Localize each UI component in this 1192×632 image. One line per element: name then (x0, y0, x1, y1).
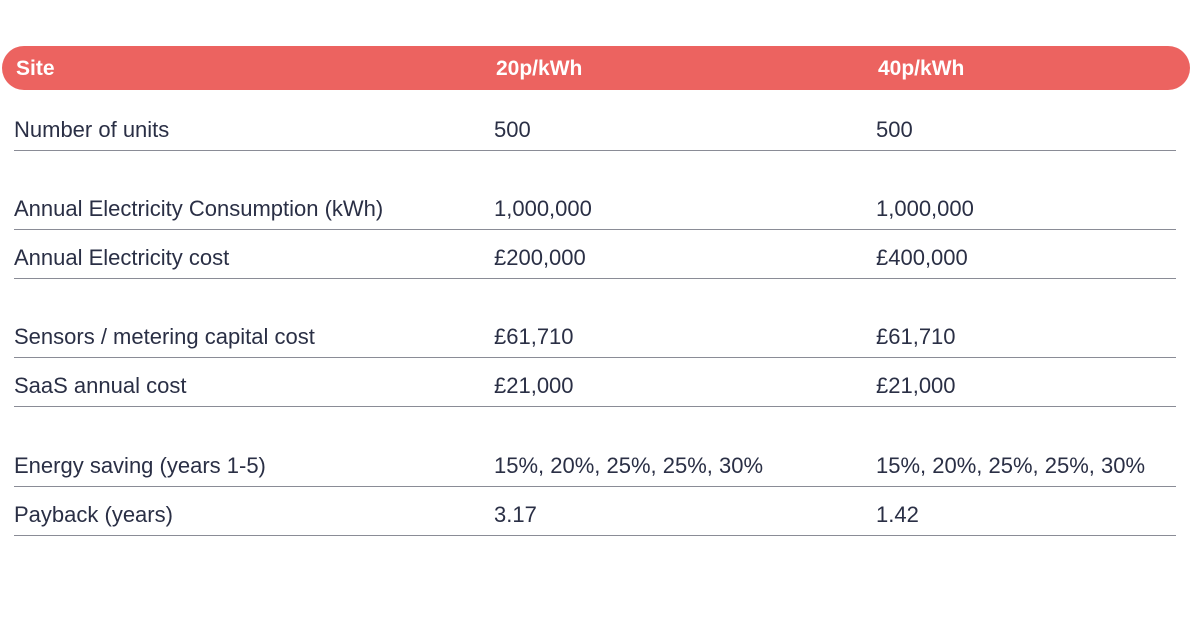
row-value-20p: 15%, 20%, 25%, 25%, 30% (494, 453, 764, 478)
row-value-40p: 1,000,000 (876, 196, 974, 221)
table-header: Site 20p/kWh 40p/kWh (2, 46, 1190, 90)
row-label: Annual Electricity cost (14, 245, 230, 270)
row-divider (14, 406, 1176, 407)
row-value-40p: 15%, 20%, 25%, 25%, 30% (876, 453, 1146, 478)
row-value-20p: 1,000,000 (494, 196, 592, 221)
cost-comparison-table: Site 20p/kWh 40p/kWh Number of units 500… (0, 46, 1192, 536)
table-row: Annual Electricity cost £200,000 £400,00… (0, 230, 1192, 279)
header-20p-kwh: 20p/kWh (496, 57, 583, 80)
table-row: Energy saving (years 1-5) 15%, 20%, 25%,… (0, 438, 1192, 487)
table-row: Sensors / metering capital cost £61,710 … (0, 309, 1192, 358)
row-value-20p: £61,710 (494, 324, 574, 349)
row-value-20p: £21,000 (494, 373, 574, 398)
row-value-20p: 3.17 (494, 502, 537, 527)
row-value-40p: £21,000 (876, 373, 956, 398)
row-divider (14, 150, 1176, 151)
table-row: Annual Electricity Consumption (kWh) 1,0… (0, 181, 1192, 230)
row-value-20p: 500 (494, 117, 531, 142)
row-divider (14, 229, 1176, 230)
row-divider (14, 357, 1176, 358)
table-row: Payback (years) 3.17 1.42 (0, 487, 1192, 536)
row-value-40p: £61,710 (876, 324, 956, 349)
row-label: Number of units (14, 117, 170, 142)
header-site: Site (16, 57, 55, 80)
row-label: Annual Electricity Consumption (kWh) (14, 196, 384, 221)
table-row: Number of units 500 500 (0, 102, 1192, 151)
row-value-40p: 500 (876, 117, 913, 142)
row-value-40p: 1.42 (876, 502, 919, 527)
table-row: SaaS annual cost £21,000 £21,000 (0, 358, 1192, 407)
row-label: Sensors / metering capital cost (14, 324, 315, 349)
row-value-40p: £400,000 (876, 245, 968, 270)
header-40p-kwh: 40p/kWh (878, 57, 965, 80)
row-divider (14, 486, 1176, 487)
row-divider (14, 535, 1176, 536)
row-label: Energy saving (years 1-5) (14, 453, 266, 478)
row-divider (14, 278, 1176, 279)
row-value-20p: £200,000 (494, 245, 586, 270)
row-label: SaaS annual cost (14, 373, 187, 398)
row-label: Payback (years) (14, 502, 173, 527)
